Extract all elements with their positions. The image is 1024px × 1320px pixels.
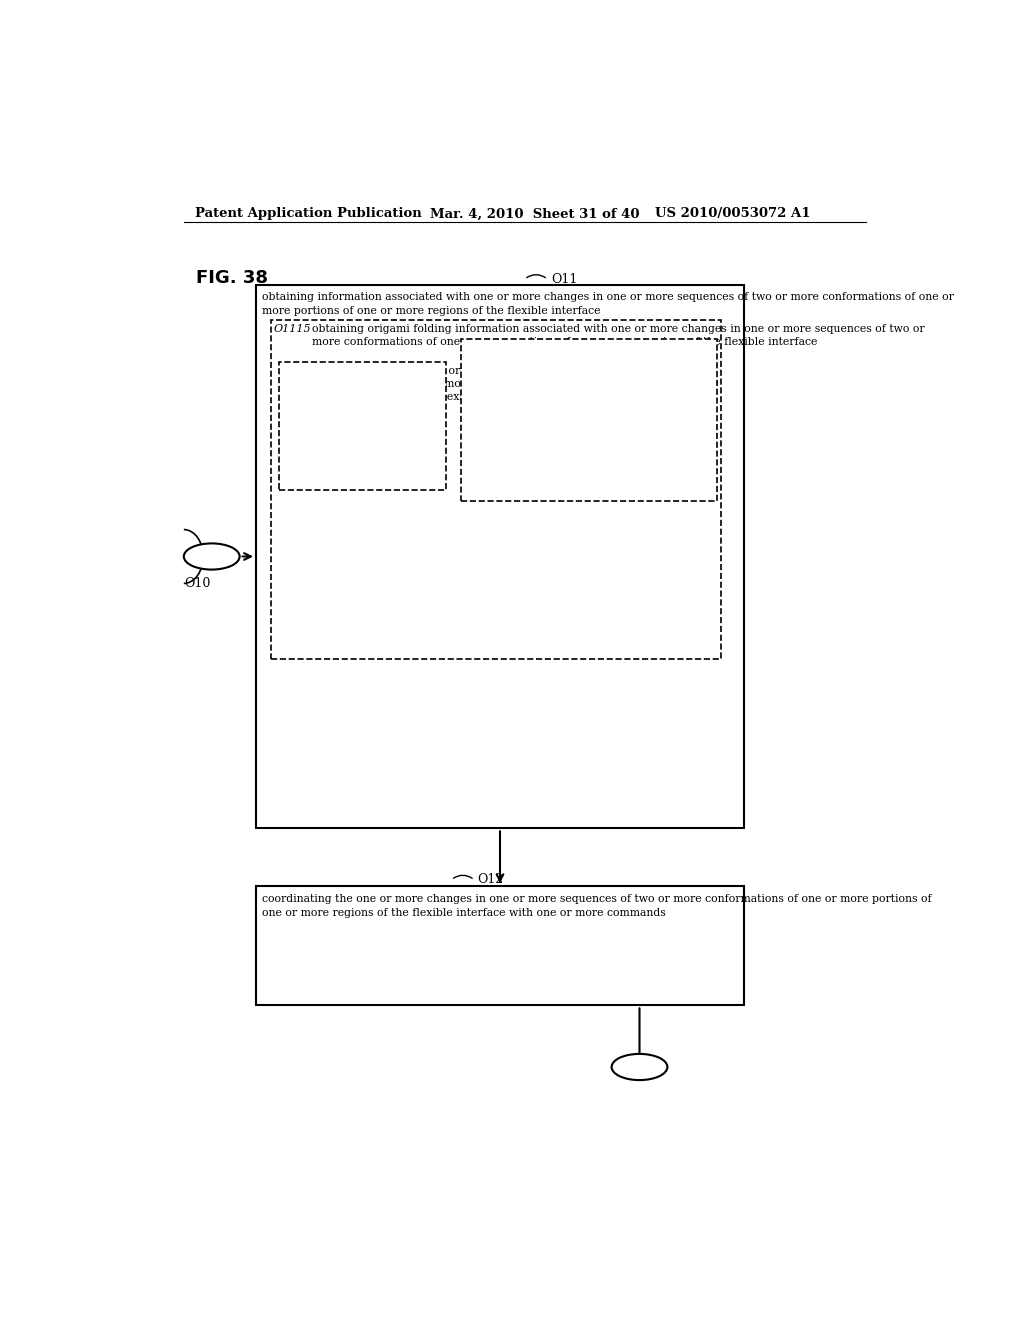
Text: coordinating the one or more changes in one or more sequences of two or more con: coordinating the one or more changes in … xyxy=(262,894,932,904)
Text: FIG. 38: FIG. 38 xyxy=(197,269,268,286)
Bar xyxy=(256,285,744,829)
Text: one or more regions of the flexible interface with one or more commands: one or more regions of the flexible inte… xyxy=(262,908,666,919)
Text: US 2010/0053072 A1: US 2010/0053072 A1 xyxy=(655,207,811,220)
Text: Start: Start xyxy=(194,549,229,564)
Text: End: End xyxy=(626,1060,653,1074)
Bar xyxy=(256,886,744,1006)
Text: more portions of one or more regions of the flexible interface: more portions of one or more regions of … xyxy=(262,306,600,317)
Text: O10: O10 xyxy=(183,577,210,590)
Text: folding sequences of one or more portions of: folding sequences of one or more portion… xyxy=(471,383,718,392)
Text: obtaining origami folding information associated with one or more changes in one: obtaining origami folding information as… xyxy=(311,323,925,334)
Text: one or more sequences of two or more: one or more sequences of two or more xyxy=(471,356,684,366)
Text: more conformations of one or more portions of one or more regions of the flexibl: more conformations of one or more portio… xyxy=(311,337,817,347)
Text: Patent Application Publication: Patent Application Publication xyxy=(196,207,422,220)
Text: O11152: O11152 xyxy=(464,343,508,354)
Text: obtaining one or more changes in: obtaining one or more changes in xyxy=(502,343,687,354)
Text: O11: O11 xyxy=(551,273,578,286)
Text: obtaining information associated with one or more changes in one or more sequenc: obtaining information associated with on… xyxy=(262,292,954,301)
Ellipse shape xyxy=(611,1053,668,1080)
Text: O12: O12 xyxy=(477,874,504,887)
Bar xyxy=(271,321,721,659)
Text: O1115: O1115 xyxy=(273,323,311,334)
Bar xyxy=(461,339,717,502)
Text: Mar. 4, 2010  Sheet 31 of 40: Mar. 4, 2010 Sheet 31 of 40 xyxy=(430,207,640,220)
Text: origami shapes resultant from one or more: origami shapes resultant from one or mor… xyxy=(471,370,708,379)
Text: O11151: O11151 xyxy=(282,367,327,376)
Ellipse shape xyxy=(183,544,240,570)
Text: folding sequences of one or more portions of: folding sequences of one or more portion… xyxy=(289,379,536,389)
Text: one or more regions of the flexible interface: one or more regions of the flexible inte… xyxy=(289,392,532,403)
Text: one or more regions of the flexible interface: one or more regions of the flexible inte… xyxy=(471,396,715,405)
Bar xyxy=(280,363,445,490)
Text: obtaining one or more  orders of: obtaining one or more orders of xyxy=(319,367,499,376)
